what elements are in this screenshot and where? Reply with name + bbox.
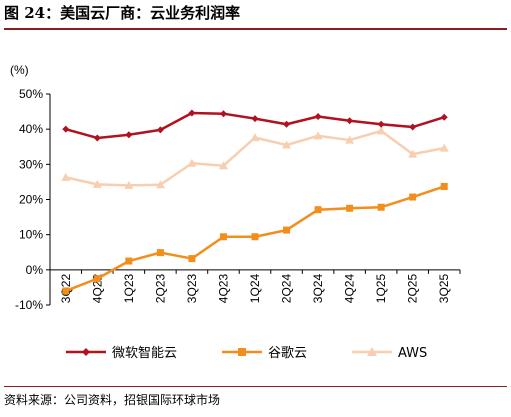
x-tick-label: 3Q25 bbox=[437, 274, 451, 304]
data-point-2 bbox=[376, 126, 386, 135]
legend-swatch-marker bbox=[238, 348, 246, 356]
data-point-0 bbox=[346, 117, 354, 125]
data-point-2 bbox=[250, 133, 260, 142]
x-tick-label: 3Q24 bbox=[311, 274, 325, 304]
legend-swatch-marker bbox=[367, 347, 377, 356]
data-point-1 bbox=[125, 257, 133, 265]
data-point-1 bbox=[188, 255, 196, 263]
data-point-2 bbox=[408, 149, 418, 158]
data-point-0 bbox=[93, 134, 101, 142]
data-point-2 bbox=[155, 180, 165, 189]
data-point-1 bbox=[346, 204, 354, 212]
data-point-1 bbox=[314, 206, 322, 214]
data-point-0 bbox=[409, 123, 417, 131]
data-point-2 bbox=[345, 135, 355, 144]
data-point-0 bbox=[62, 125, 70, 133]
data-point-2 bbox=[282, 140, 292, 149]
data-point-0 bbox=[440, 113, 448, 121]
data-point-1 bbox=[219, 233, 227, 241]
data-point-1 bbox=[377, 203, 385, 211]
y-axis-unit-label: (%) bbox=[10, 63, 29, 77]
y-tick-label: 40% bbox=[19, 122, 43, 136]
figure-title: 图 24：美国云厂商：云业务利润率 bbox=[4, 4, 241, 22]
x-tick-label: 2Q25 bbox=[406, 274, 420, 304]
data-point-1 bbox=[440, 182, 448, 190]
y-tick-label: 30% bbox=[19, 157, 43, 171]
data-point-2 bbox=[124, 180, 134, 189]
data-point-0 bbox=[125, 131, 133, 139]
data-point-2 bbox=[187, 158, 197, 167]
y-tick-label: 50% bbox=[19, 87, 43, 101]
x-tick-label: 1Q23 bbox=[122, 274, 136, 304]
data-point-1 bbox=[283, 226, 291, 234]
data-point-2 bbox=[439, 143, 449, 152]
legend-label: 谷歌云 bbox=[268, 346, 307, 361]
data-point-1 bbox=[93, 275, 101, 283]
data-point-0 bbox=[188, 109, 196, 117]
legend-swatch-marker bbox=[82, 348, 90, 356]
x-tick-label: 4Q23 bbox=[216, 274, 230, 304]
x-tick-label: 1Q25 bbox=[374, 274, 388, 304]
y-tick-label: 0% bbox=[26, 263, 44, 277]
data-point-0 bbox=[219, 110, 227, 118]
data-point-2 bbox=[61, 172, 71, 181]
data-point-0 bbox=[251, 115, 259, 123]
legend-label: 微软智能云 bbox=[112, 346, 177, 361]
legend-label: AWS bbox=[398, 346, 427, 361]
y-tick-label: 10% bbox=[19, 228, 43, 242]
data-point-1 bbox=[251, 233, 259, 241]
data-point-1 bbox=[156, 249, 164, 257]
x-tick-label: 4Q24 bbox=[343, 274, 357, 304]
data-point-1 bbox=[409, 193, 417, 201]
data-point-1 bbox=[62, 287, 70, 295]
x-tick-label: 2Q24 bbox=[280, 274, 294, 304]
y-tick-label: -10% bbox=[15, 298, 43, 312]
data-point-0 bbox=[156, 126, 164, 134]
footer-rule bbox=[4, 386, 507, 387]
margin-line-chart: (%)-10%0%10%20%30%40%50%3Q224Q221Q232Q23… bbox=[10, 63, 461, 361]
y-tick-label: 20% bbox=[19, 193, 43, 207]
title-rule bbox=[4, 28, 507, 30]
data-point-0 bbox=[283, 120, 291, 128]
x-tick-label: 3Q23 bbox=[185, 274, 199, 304]
data-point-0 bbox=[377, 120, 385, 128]
data-point-0 bbox=[314, 113, 322, 121]
data-point-2 bbox=[313, 131, 323, 140]
x-tick-label: 2Q23 bbox=[153, 274, 167, 304]
x-tick-label: 1Q24 bbox=[248, 274, 262, 304]
source-note: 资料来源：公司资料，招银国际环球市场 bbox=[4, 393, 221, 407]
data-point-2 bbox=[92, 179, 102, 188]
data-point-2 bbox=[218, 161, 228, 170]
